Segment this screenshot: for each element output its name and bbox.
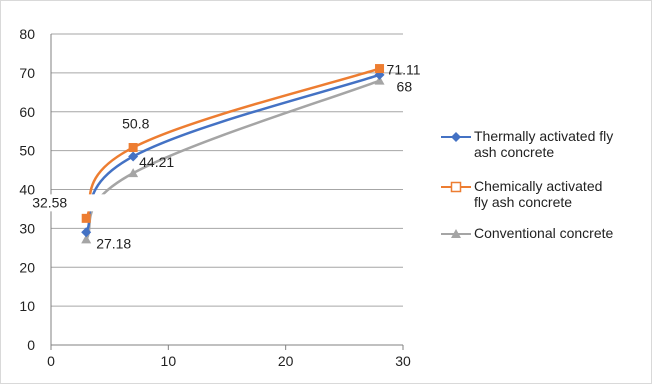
axis-layer: 0 10 20 30 40 50 60 70 80 0 10 20 30 — [19, 26, 411, 369]
legend-label: Chemically activated fly ash concrete — [474, 178, 602, 210]
data-point-marker — [81, 213, 91, 223]
legend-item-1: Thermally activated fly ash concrete — [441, 128, 613, 160]
data-point-marker — [128, 151, 139, 162]
data-label-layer: 32.58 50.8 71.11 27.18 44.21 68 — [32, 62, 421, 251]
y-tick-label: 70 — [19, 65, 35, 81]
data-label: 44.21 — [139, 154, 174, 170]
x-tick-label: 30 — [395, 353, 411, 369]
y-tick-label: 50 — [19, 143, 35, 159]
y-tick-label: 30 — [19, 220, 35, 236]
data-label: 27.18 — [96, 235, 131, 251]
y-tick-label: 10 — [19, 298, 35, 314]
data-point-marker — [128, 168, 139, 178]
data-point-marker — [374, 75, 385, 85]
x-tick-label: 20 — [278, 353, 294, 369]
data-point-marker — [81, 227, 92, 238]
data-label: 32.58 — [32, 194, 67, 210]
legend-marker — [451, 229, 461, 238]
legend-item-2: Chemically activated fly ash concrete — [441, 178, 602, 210]
grid-layer — [51, 33, 403, 307]
y-tick-label: 40 — [19, 182, 35, 198]
legend-label: Conventional concrete — [474, 225, 614, 241]
legend-label: Thermally activated fly ash concrete — [474, 128, 613, 160]
data-label: 71.11 — [387, 62, 421, 78]
y-tick-label: 20 — [19, 259, 35, 275]
data-label-bg — [32, 194, 373, 212]
x-tick-label: 10 — [161, 353, 177, 369]
data-point-marker — [81, 234, 92, 244]
data-point-marker — [128, 143, 138, 153]
series-line — [85, 79, 380, 241]
legend-item-3: Conventional concrete — [441, 225, 614, 241]
legend-marker — [451, 132, 461, 142]
legend-marker — [450, 181, 462, 193]
legend: Thermally activated fly ash concrete Chemi… — [441, 128, 614, 241]
data-label: 68 — [397, 79, 413, 95]
y-tick-label: 0 — [27, 337, 35, 353]
data-point-marker — [375, 64, 385, 74]
data-label: 50.8 — [122, 116, 149, 132]
y-tick-label: 80 — [19, 26, 35, 42]
y-tick-label: 60 — [19, 104, 35, 120]
x-tick-label: 0 — [47, 353, 55, 369]
series-layer — [81, 64, 385, 244]
